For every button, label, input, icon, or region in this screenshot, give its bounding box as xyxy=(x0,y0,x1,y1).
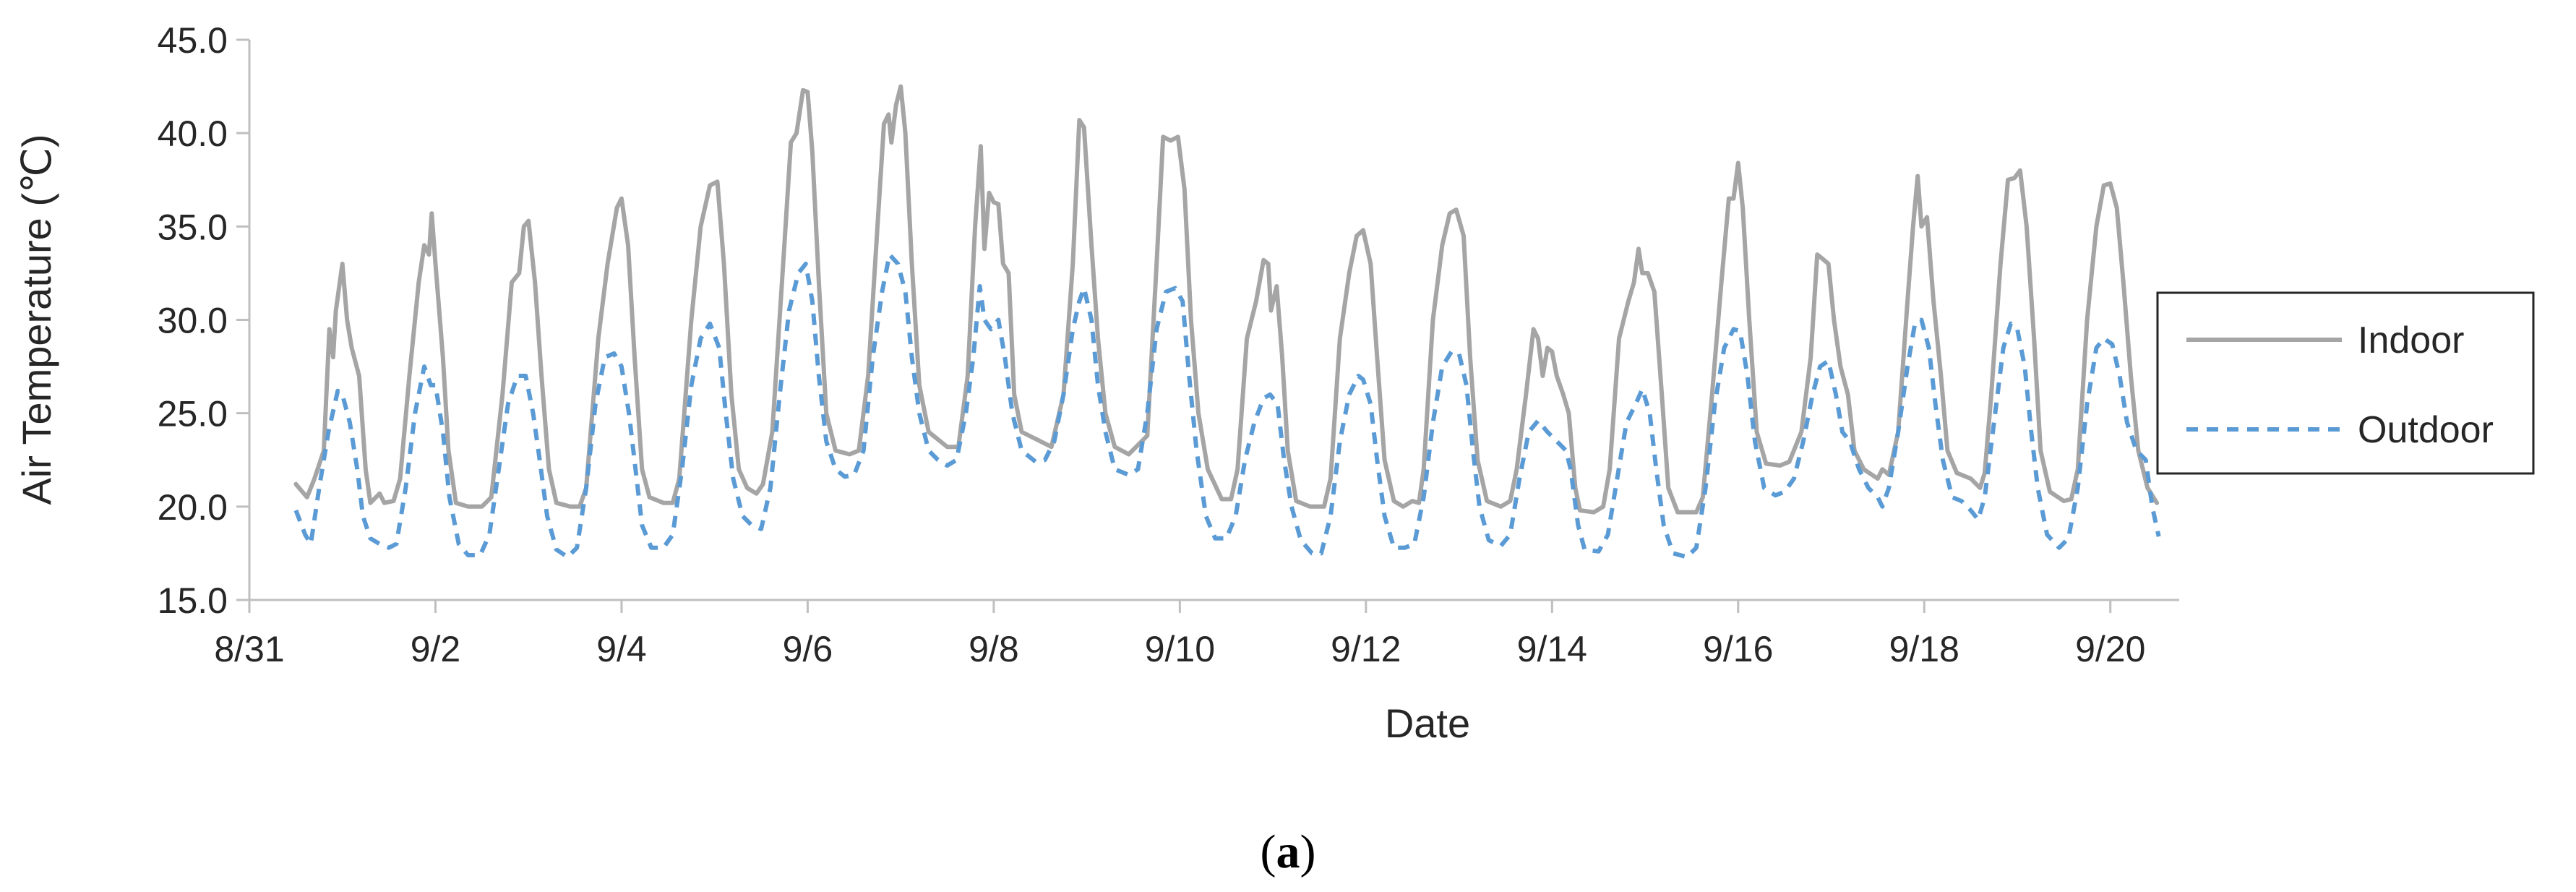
series-line-outdoor xyxy=(293,252,2161,559)
x-tick-label: 9/20 xyxy=(2075,629,2145,669)
caption-letter: a xyxy=(1276,825,1300,878)
y-tick-label: 45.0 xyxy=(158,20,228,61)
x-tick-label: 9/2 xyxy=(411,629,461,669)
x-tick-label: 9/4 xyxy=(596,629,647,669)
x-tick-label: 9/6 xyxy=(783,629,833,669)
x-tick-label: 9/14 xyxy=(1517,629,1587,669)
y-tick-label: 35.0 xyxy=(158,207,228,247)
series-layer xyxy=(293,84,2161,559)
x-tick-label: 9/8 xyxy=(969,629,1019,669)
caption-close: ) xyxy=(1300,825,1316,878)
legend: Indoor Outdoor xyxy=(2156,291,2535,475)
y-ticks: 15.0 20.0 25.0 30.0 35.0 40.0 45.0 xyxy=(158,20,249,621)
x-axis-title: Date xyxy=(1385,700,1470,746)
x-ticks: 8/31 9/2 9/4 9/6 9/8 9/10 9/12 9/14 9/16 9/18 9/20 xyxy=(214,600,2145,669)
y-tick-label: 25.0 xyxy=(158,394,228,434)
legend-label-outdoor: Outdoor xyxy=(2358,409,2494,451)
y-tick-label: 15.0 xyxy=(158,580,228,621)
y-tick-label: 40.0 xyxy=(158,113,228,154)
y-tick-label: 30.0 xyxy=(158,301,228,341)
x-tick-label: 9/10 xyxy=(1145,629,1215,669)
series-line-indoor xyxy=(293,84,2160,515)
y-tick-label: 20.0 xyxy=(158,487,228,528)
plot-area: 15.0 20.0 25.0 30.0 35.0 40.0 45.0 8/31 9/2 9/4 9… xyxy=(158,20,2179,669)
x-tick-label: 9/16 xyxy=(1703,629,1773,669)
x-tick-label: 8/31 xyxy=(214,629,284,669)
x-tick-label: 9/12 xyxy=(1331,629,1401,669)
figure-caption: (a) xyxy=(1261,825,1316,878)
y-axis-title: Air Temperature (℃) xyxy=(14,134,59,505)
legend-box xyxy=(2156,291,2535,475)
legend-label-indoor: Indoor xyxy=(2358,320,2464,361)
x-tick-label: 9/18 xyxy=(1889,629,1959,669)
caption-open: ( xyxy=(1261,825,1276,878)
